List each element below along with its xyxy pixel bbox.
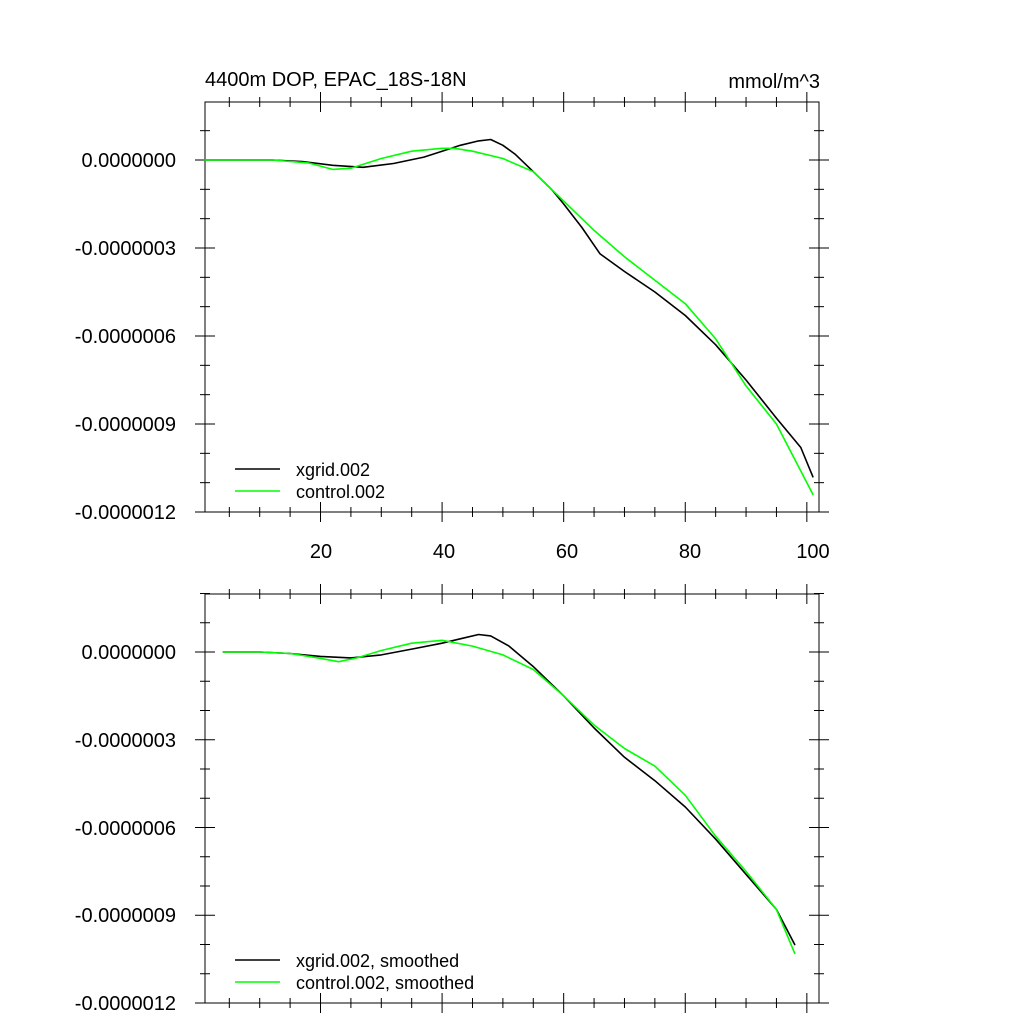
series-line-control <box>222 639 796 955</box>
y-axis-labels: 0.0000000 -0.0000003 -0.0000006 -0.00000… <box>75 150 176 524</box>
y-tick-label: 0.0000000 <box>81 150 176 172</box>
series-line-xgrid <box>204 138 814 478</box>
legend-label-xgrid-smoothed: xgrid.002, smoothed <box>296 951 459 971</box>
x-tick-label: 20 <box>310 541 332 563</box>
x-axis-labels: 20 40 60 80 100 <box>310 541 830 563</box>
series-line-xgrid <box>222 633 796 946</box>
x-tick-label: 100 <box>796 541 829 563</box>
axis-ticks <box>195 92 829 522</box>
series-group <box>222 633 796 955</box>
y-tick-label: -0.0000006 <box>75 818 176 840</box>
bottom-panel: 0.0000000 -0.0000003 -0.0000006 -0.00000… <box>75 584 829 1015</box>
chart-title: 4400m DOP, EPAC_18S-18N <box>205 69 467 91</box>
y-tick-label: -0.0000009 <box>75 414 176 436</box>
x-tick-label: 40 <box>433 541 455 563</box>
plot-frame <box>204 101 820 513</box>
y-tick-label: -0.0000012 <box>75 993 176 1015</box>
y-tick-label: -0.0000012 <box>75 502 176 524</box>
series-line-control <box>204 147 814 496</box>
y-tick-label: -0.0000006 <box>75 326 176 348</box>
x-tick-label: 60 <box>556 541 578 563</box>
y-tick-label: -0.0000003 <box>75 238 176 260</box>
x-tick-label: 80 <box>679 541 701 563</box>
y-tick-label: -0.0000003 <box>75 730 176 752</box>
legend-label-xgrid: xgrid.002 <box>296 460 370 480</box>
units-label: mmol/m^3 <box>728 71 820 93</box>
top-panel: 4400m DOP, EPAC_18S-18N mmol/m^3 0.00000… <box>75 69 830 563</box>
y-tick-label: -0.0000009 <box>75 905 176 927</box>
legend: xgrid.002, smoothed control.002, smoothe… <box>235 951 474 993</box>
axis-ticks <box>195 584 829 1013</box>
legend-label-control-smoothed: control.002, smoothed <box>296 973 474 993</box>
legend-label-control: control.002 <box>296 482 385 502</box>
y-tick-label: 0.0000000 <box>81 642 176 664</box>
legend: xgrid.002 control.002 <box>235 460 385 502</box>
y-axis-labels: 0.0000000 -0.0000003 -0.0000006 -0.00000… <box>75 642 176 1015</box>
series-group <box>204 138 814 496</box>
